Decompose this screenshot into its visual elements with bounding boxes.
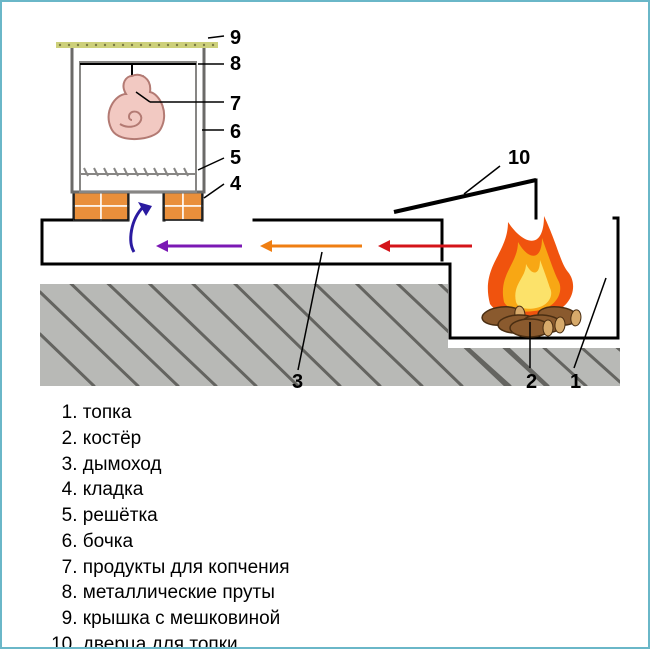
legend-item-label: бочка	[83, 531, 133, 552]
callout-5: 5	[230, 147, 241, 169]
legend-item-label: решётка	[83, 505, 158, 526]
burlap	[56, 42, 218, 48]
legend-item-label: крышка с мешковиной	[83, 608, 280, 629]
legend-item-6: бочка	[83, 530, 290, 554]
callout-1: 1	[570, 371, 581, 393]
smoke-arrow-head-3	[378, 240, 390, 252]
legend-item-label: дверца для топки	[83, 634, 238, 649]
structure-line-5	[254, 220, 442, 260]
flue-lid	[394, 180, 536, 212]
callout-7: 7	[230, 93, 241, 115]
smoke-arrow-0	[131, 206, 144, 252]
smoke-arrow-head-1	[156, 240, 168, 252]
legend-item-1: топка	[83, 401, 290, 425]
callout-leader-4	[204, 184, 224, 198]
legend-item-10: дверца для топки	[83, 633, 290, 649]
legend-item-label: топка	[83, 402, 132, 423]
callout-10: 10	[508, 147, 530, 169]
legend-item-label: костёр	[83, 428, 141, 449]
brick-group-0	[74, 192, 128, 220]
legend-item-label: продукты для копчения	[83, 557, 290, 578]
callout-leader-5	[198, 158, 224, 170]
callout-9: 9	[230, 27, 241, 49]
legend-item-7: продукты для копчения	[83, 556, 290, 580]
legend-item-8: металлические пруты	[83, 581, 290, 605]
meat-icon	[109, 75, 165, 139]
smoke-arrow-head-2	[260, 240, 272, 252]
legend-item-2: костёр	[83, 427, 290, 451]
legend-item-9: крышка с мешковиной	[83, 607, 290, 631]
callout-6: 6	[230, 121, 241, 143]
legend-item-5: решётка	[83, 504, 290, 528]
callout-leader-9	[208, 36, 224, 38]
legend-item-label: металлические пруты	[83, 582, 275, 603]
callout-8: 8	[230, 53, 241, 75]
legend: топка костёр дымоход кладка решётка бочка прод…	[60, 401, 290, 649]
legend-item-3: дымоход	[83, 453, 290, 477]
callout-3: 3	[292, 371, 303, 393]
brick-group-1	[164, 192, 202, 220]
legend-item-label: кладка	[83, 479, 144, 500]
callout-4: 4	[230, 173, 242, 195]
legend-item-label: дымоход	[83, 454, 162, 475]
legend-item-4: кладка	[83, 478, 290, 502]
callout-2: 2	[526, 371, 537, 393]
